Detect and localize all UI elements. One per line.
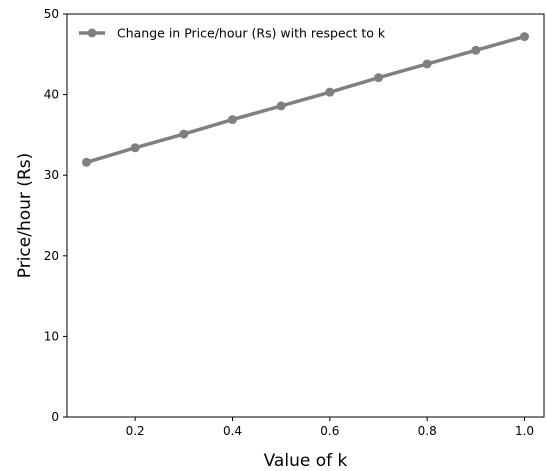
x-axis-title: Value of k	[264, 451, 348, 471]
y-tick-label: 20	[44, 249, 59, 263]
plot-frame	[66, 13, 545, 418]
data-point	[130, 143, 140, 153]
y-tick-label: 40	[44, 88, 59, 102]
y-tick-label: 50	[44, 7, 59, 21]
legend-entry-label: Change in Price/hour (Rs) with respect t…	[117, 26, 386, 41]
data-point	[520, 32, 530, 42]
x-axis: 0.2 0.4 0.6 0.8 1.0	[126, 417, 534, 438]
data-point	[227, 115, 237, 125]
data-point	[179, 129, 189, 139]
y-axis-title: Price/hour (Rs)	[15, 153, 35, 278]
y-axis: 0 10 20 30 40 50	[44, 7, 67, 424]
data-point	[276, 101, 286, 111]
plot-area	[66, 13, 545, 418]
legend: Change in Price/hour (Rs) with respect t…	[79, 26, 386, 41]
x-tick-label: 0.8	[418, 424, 437, 438]
data-point	[374, 73, 384, 83]
x-tick-label: 1.0	[515, 424, 534, 438]
data-point	[325, 87, 335, 97]
data-point	[422, 59, 432, 69]
y-tick-label: 10	[44, 329, 59, 343]
x-tick-label: 0.2	[126, 424, 145, 438]
series-layer	[81, 32, 530, 167]
legend-marker-swatch	[87, 28, 97, 38]
x-tick-label: 0.4	[223, 424, 242, 438]
y-tick-label: 30	[44, 168, 59, 182]
data-point	[471, 45, 481, 55]
data-point	[81, 157, 91, 167]
series-line	[85, 34, 526, 164]
y-tick-label: 0	[51, 410, 59, 424]
x-tick-label: 0.6	[320, 424, 339, 438]
